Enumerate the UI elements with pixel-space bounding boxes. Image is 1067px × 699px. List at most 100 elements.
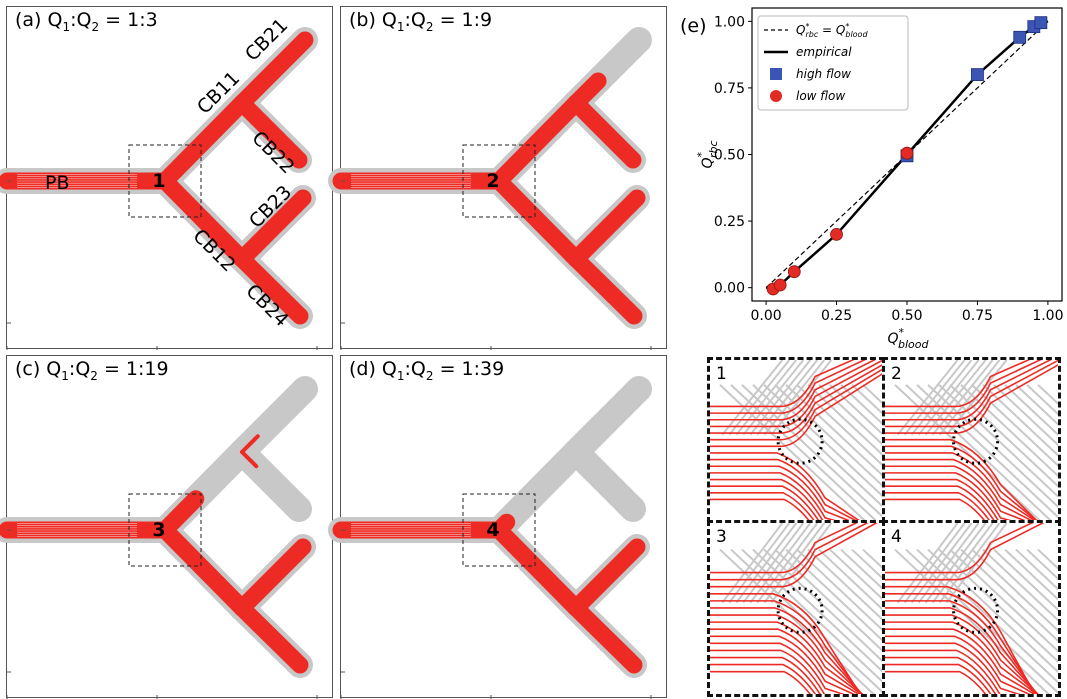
rbc-path-gray (829, 384, 882, 436)
rbc-path-gray (721, 523, 784, 604)
rbc-path-gray (851, 548, 882, 580)
rbc-cb24 (567, 599, 643, 674)
rbc-path-red (885, 360, 1042, 414)
rbc-path-gray (960, 548, 1058, 643)
legend-high-swatch (770, 68, 782, 80)
network-diagram-b: 2 (328, 27, 652, 350)
rbc-path-red (885, 600, 1039, 694)
low-flow-point (773, 278, 787, 292)
rbc-path-red (710, 523, 878, 588)
rbc-path-red (710, 458, 857, 520)
rbc-path-gray (905, 548, 1058, 694)
rbc-cb22 (233, 94, 308, 169)
rbc-path-red (710, 492, 815, 520)
rbc-path-red (710, 452, 860, 520)
rbc-path-red (885, 360, 1031, 408)
high-flow-point (1034, 16, 1048, 30)
rbc-path-red (885, 438, 1038, 520)
rbc-path-gray (763, 523, 826, 604)
inset-4-label: 4 (891, 527, 902, 547)
rbc-path-gray (719, 384, 866, 520)
rbc-path-gray (728, 523, 791, 604)
rbc-path-red (885, 621, 1038, 694)
panel-b-title: (b) Q1:Q2 = 1:9 (349, 9, 493, 34)
legend-box (757, 15, 909, 111)
rbc-cb24 (567, 250, 643, 325)
inset-4-streamlines (885, 523, 1058, 694)
rbc-path-gray (829, 548, 882, 600)
rbc-path-gray (763, 360, 826, 436)
inset-2-streamlines (885, 360, 1058, 520)
empirical-line (766, 20, 1049, 289)
rbc-path-gray (903, 523, 966, 604)
rbc-path-red (885, 458, 1033, 520)
y-tick-label: 0.25 (714, 214, 745, 230)
rbc-cb23 (567, 189, 646, 268)
rbc-path-gray (741, 384, 882, 518)
rbc-path-gray (730, 548, 882, 694)
rbc-path-red (710, 478, 824, 520)
rbc-path-gray (971, 384, 1058, 467)
y-tick-label: 0.50 (714, 148, 745, 164)
rbc-path-gray (910, 360, 973, 436)
rbc-path-gray (851, 384, 882, 415)
junction-box (128, 144, 202, 218)
panel-a-title: (a) Q1:Q2 = 1:3 (15, 9, 158, 34)
rbc-path-red (885, 492, 991, 520)
panel-d: (d) Q1:Q2 = 1:39 4 (328, 355, 667, 699)
rbc-path-gray (752, 548, 882, 673)
rbc-path-gray (982, 548, 1058, 622)
inset-1-streamlines (710, 360, 882, 520)
legend-empirical-label: empirical (796, 45, 852, 59)
rbc-path-red (710, 621, 863, 694)
rbc-path-gray (721, 360, 784, 436)
rbc-path-gray (927, 384, 1058, 509)
x-tick-label: 0.00 (751, 308, 782, 324)
rbc-path-red (885, 607, 1039, 694)
panel-d-title: (d) Q1:Q2 = 1:39 (349, 358, 505, 383)
rbc-path-red (710, 360, 882, 428)
junction-number: 2 (486, 170, 499, 192)
rbc-path-red (710, 663, 817, 694)
y-tick-label: 0.00 (714, 281, 745, 297)
rbc-path-red (710, 523, 858, 574)
rbc-path-gray (840, 548, 882, 590)
rbc-path-red (710, 523, 869, 581)
rbc-path-gray (818, 548, 882, 611)
identity-line (765, 20, 1049, 289)
rbc-path-red (710, 670, 811, 694)
rbc-path-gray (1004, 548, 1058, 601)
rbc-path-red (885, 360, 1052, 421)
x-tick-label: 1.00 (1032, 308, 1063, 324)
panel-c-title: (c) Q1:Q2 = 1:19 (15, 358, 169, 383)
x-axis-label: Q* blood (887, 326, 929, 351)
rbc-path-red (885, 360, 1058, 428)
rbc-path-gray (971, 548, 1058, 632)
junction-box (128, 493, 202, 567)
rbc-path-red (710, 368, 882, 441)
rbc-path-red (710, 360, 876, 421)
inset-2-label: 2 (891, 364, 902, 384)
rbc-path-gray (807, 548, 882, 621)
high-flow-point (900, 149, 914, 163)
rbc-path-gray (840, 384, 882, 425)
rbc-path-gray (894, 548, 1050, 694)
rbc-path-red (885, 628, 1036, 694)
rbc-path-red (710, 485, 820, 520)
y-axis-label: Q*rbc (695, 140, 720, 168)
rbc-cb23 (233, 189, 312, 268)
rbc-path-gray (728, 360, 791, 436)
low-flow-point (766, 282, 780, 296)
legend-high-label: high flow (796, 67, 851, 81)
panel-e-label: (e) (680, 15, 707, 37)
rbc-cb11 (156, 94, 251, 190)
rbc-path-gray (742, 523, 805, 604)
rbc-path-gray (982, 384, 1058, 457)
rbc-cb22 (240, 450, 259, 469)
rbc-path-red (710, 656, 821, 694)
rbc-path-red (885, 656, 997, 694)
rbc-path-gray (931, 360, 994, 436)
plot-frame (751, 7, 1063, 302)
rbc-path-gray (1026, 384, 1058, 416)
rbc-path-red (710, 607, 864, 694)
